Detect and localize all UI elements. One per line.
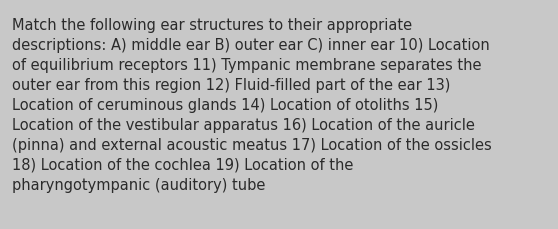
Text: Location of ceruminous glands 14) Location of otoliths 15): Location of ceruminous glands 14) Locati… bbox=[12, 98, 439, 112]
Text: Location of the vestibular apparatus 16) Location of the auricle: Location of the vestibular apparatus 16)… bbox=[12, 117, 475, 132]
Text: of equilibrium receptors 11) Tympanic membrane separates the: of equilibrium receptors 11) Tympanic me… bbox=[12, 58, 482, 73]
Text: Match the following ear structures to their appropriate: Match the following ear structures to th… bbox=[12, 18, 412, 33]
Text: 18) Location of the cochlea 19) Location of the: 18) Location of the cochlea 19) Location… bbox=[12, 157, 353, 172]
Text: (pinna) and external acoustic meatus 17) Location of the ossicles: (pinna) and external acoustic meatus 17)… bbox=[12, 137, 492, 152]
Text: pharyngotympanic (auditory) tube: pharyngotympanic (auditory) tube bbox=[12, 177, 266, 192]
Text: descriptions: A) middle ear B) outer ear C) inner ear 10) Location: descriptions: A) middle ear B) outer ear… bbox=[12, 38, 490, 53]
Text: outer ear from this region 12) Fluid-filled part of the ear 13): outer ear from this region 12) Fluid-fil… bbox=[12, 78, 450, 93]
